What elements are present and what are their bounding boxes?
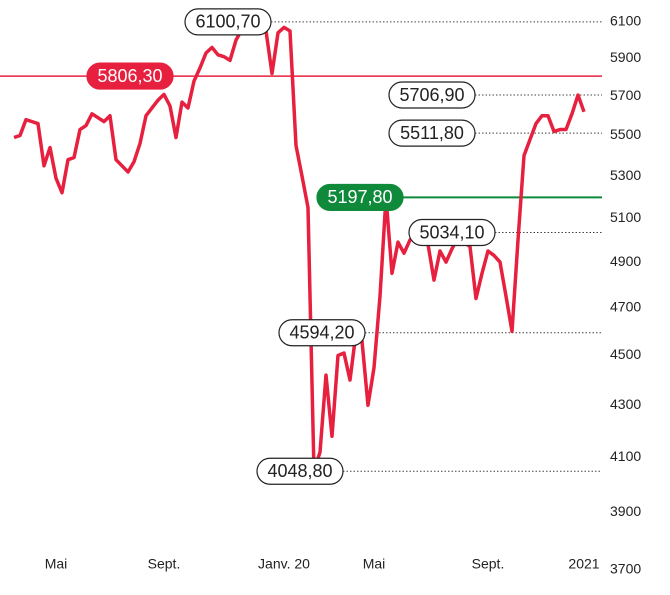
annotation-label: 4594,20: [289, 322, 354, 342]
x-tick-label: Sept.: [148, 556, 181, 572]
y-tick-label: 4500: [610, 346, 641, 362]
annotation-box: [278, 319, 366, 347]
annotation-label: 4048,80: [267, 461, 332, 481]
annotation-box: [316, 183, 404, 212]
y-tick-label: 4300: [610, 396, 641, 412]
x-tick-label: Sept.: [472, 556, 505, 572]
annotation-box: [256, 457, 344, 485]
annotation-box: [184, 8, 272, 36]
annotation-box: [388, 81, 476, 109]
y-tick-label: 5300: [610, 167, 641, 183]
y-tick-label: 5900: [610, 49, 641, 65]
y-tick-label: 5700: [610, 87, 641, 103]
x-tick-label: Janv. 20: [258, 556, 310, 572]
y-tick-label: 3700: [610, 561, 641, 577]
y-tick-label: 6100: [610, 13, 641, 29]
x-tick-label: 2021: [568, 556, 599, 572]
y-tick-label: 5100: [610, 209, 641, 225]
annotation-box: [86, 62, 174, 90]
y-tick-label: 4100: [610, 448, 641, 464]
annotation-label: 5806,30: [97, 66, 162, 86]
y-tick-label: 5500: [610, 126, 641, 142]
x-tick-label: Mai: [363, 556, 386, 572]
price-line: [13, 20, 586, 474]
annotation-label: 5034,10: [419, 222, 484, 242]
annotation-box: [408, 218, 496, 247]
annotation-label: 5706,90: [399, 85, 464, 105]
annotation-label: 5197,80: [327, 187, 392, 207]
annotation-label: 6100,70: [195, 12, 260, 32]
annotation-box: [388, 119, 476, 147]
y-tick-label: 3900: [610, 503, 641, 519]
y-tick-label: 4700: [610, 298, 641, 314]
annotation-label: 5511,80: [400, 123, 464, 143]
y-tick-label: 4900: [610, 253, 641, 269]
x-tick-label: Mai: [45, 556, 68, 572]
